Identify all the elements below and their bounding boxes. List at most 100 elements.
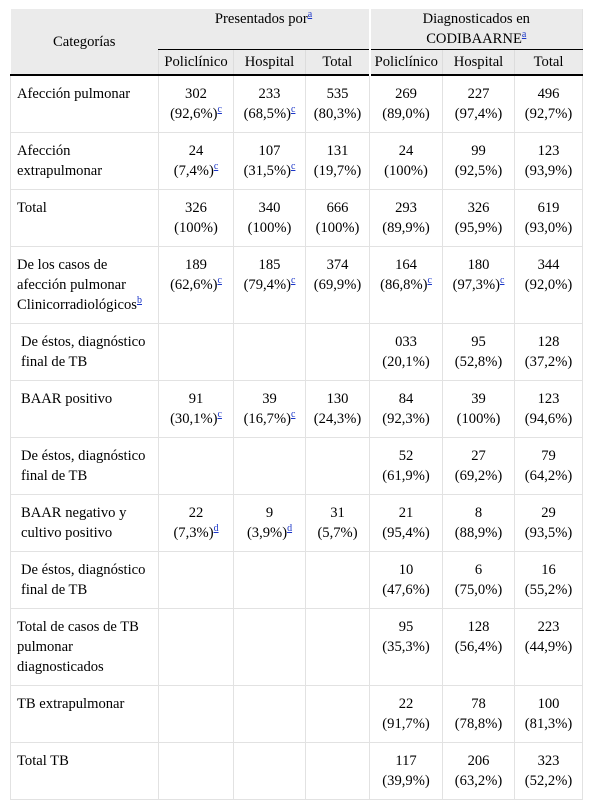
- footnote-link-c[interactable]: c: [213, 161, 219, 172]
- data-cell: 10 (47,6%): [369, 551, 443, 609]
- cell-count: 24: [398, 143, 414, 159]
- cell-count: 131: [326, 143, 349, 159]
- cell-percent: (37,2%): [524, 354, 573, 370]
- cell-percent: (100%): [315, 220, 360, 236]
- data-cell: 22 (7,3%)d: [158, 494, 234, 552]
- cell-percent: (80,3%): [313, 106, 362, 122]
- cell-count: 619: [537, 200, 560, 216]
- data-cell: [233, 742, 306, 800]
- cell-percent: (55,2%): [524, 582, 573, 598]
- data-cell: 6 (75,0%): [442, 551, 515, 609]
- subheader-hospital: Hospital: [442, 49, 515, 75]
- cell-count: 21: [398, 505, 414, 521]
- data-cell: 91 (30,1%)c: [158, 380, 234, 438]
- table-row: Total TB 117 (39,9%) 206 (63,2%) 323 (52,2%): [10, 742, 583, 800]
- data-cell: 16 (55,2%): [514, 551, 583, 609]
- cell-count: 130: [326, 391, 349, 407]
- row-label: Afección extrapulmonar: [10, 132, 159, 190]
- footnote-link-c[interactable]: c: [217, 275, 222, 286]
- cell-percent: (47,6%): [382, 582, 430, 598]
- cell-percent: (16,7%): [243, 411, 291, 427]
- row-label: Afección pulmonar: [10, 75, 159, 133]
- cell-count: 326: [185, 200, 207, 216]
- cell-count: 128: [467, 619, 490, 635]
- subheader-hospital: Hospital: [233, 49, 306, 75]
- row-label-text: BAAR positivo: [21, 391, 113, 407]
- cell-percent: (7,4%): [173, 163, 214, 179]
- cell-percent: (89,9%): [382, 220, 430, 236]
- footnote-link-c[interactable]: c: [290, 104, 296, 115]
- cell-percent: (100%): [247, 220, 292, 236]
- footnote-link-a[interactable]: a: [521, 29, 527, 40]
- data-cell: 95 (52,8%): [442, 323, 515, 381]
- data-cell: [304, 742, 370, 800]
- data-cell: [158, 608, 234, 686]
- data-cell: 535 (80,3%): [304, 75, 370, 133]
- cell-count: 16: [541, 562, 556, 578]
- cell-count: 227: [467, 86, 490, 102]
- data-cell: 123 (94,6%): [514, 380, 583, 438]
- data-cell: 39 (100%): [442, 380, 515, 438]
- cell-count: 323: [537, 753, 560, 769]
- cell-count: 185: [258, 257, 281, 273]
- footnote-link-a[interactable]: a: [307, 9, 313, 20]
- data-cell: [233, 551, 306, 609]
- cell-percent: (89,0%): [382, 106, 430, 122]
- data-cell: 326 (100%): [158, 189, 234, 247]
- footnote-link-c[interactable]: c: [217, 409, 222, 420]
- table-row: De éstos, diagnóstico final de TB 033 (20,…: [10, 323, 583, 381]
- footnote-link-c[interactable]: c: [290, 275, 296, 286]
- cell-percent: (62,6%): [170, 277, 218, 293]
- row-label-text: Afección extrapulmonar: [17, 143, 103, 179]
- data-cell: 180 (97,3%)c: [442, 246, 515, 324]
- footnote-link-c[interactable]: c: [217, 104, 222, 115]
- data-cell: 84 (92,3%): [369, 380, 443, 438]
- data-cell: [233, 608, 306, 686]
- cell-count: 52: [398, 448, 414, 464]
- cell-percent: (19,7%): [313, 163, 362, 179]
- subheader-total: Total: [514, 49, 583, 75]
- cell-percent: (100%): [384, 163, 428, 179]
- footnote-link-d[interactable]: d: [213, 523, 219, 534]
- cell-count: 206: [467, 753, 490, 769]
- data-cell: 117 (39,9%): [369, 742, 443, 800]
- footnote-link-c[interactable]: c: [500, 275, 505, 286]
- data-cell: [158, 437, 234, 495]
- data-cell: 79 (64,2%): [514, 437, 583, 495]
- row-label: Total TB: [10, 742, 159, 800]
- row-label: Total de casos de TB pulmonar diagnostic…: [10, 608, 159, 686]
- footnote-link-d[interactable]: d: [287, 523, 293, 534]
- footnote-link-b[interactable]: b: [136, 295, 142, 306]
- cell-percent: (92,3%): [382, 411, 430, 427]
- cell-percent: (88,9%): [454, 525, 503, 541]
- data-cell: 302 (92,6%)c: [158, 75, 234, 133]
- cell-count: 123: [537, 391, 560, 407]
- table-row: Afección pulmonar 302 (92,6%)c 233 (68,5%)c 5…: [10, 75, 583, 133]
- header-group-presentados: Presentados pora: [158, 9, 370, 50]
- data-cell: [158, 323, 234, 381]
- data-cell: 24 (7,4%)c: [158, 132, 234, 190]
- cell-percent: (81,3%): [524, 716, 573, 732]
- cell-count: 95: [398, 619, 414, 635]
- footnote-link-c[interactable]: c: [427, 275, 432, 286]
- cell-count: 344: [537, 257, 560, 273]
- cell-percent: (30,1%): [170, 411, 218, 427]
- cell-percent: (31,5%): [243, 163, 291, 179]
- cell-count: 374: [326, 257, 349, 273]
- footnote-link-c[interactable]: c: [290, 409, 296, 420]
- cell-count: 233: [258, 86, 281, 102]
- table-row: Total 326 (100%) 340 (100%) 666 (100%) 293 (89,9…: [10, 189, 583, 247]
- data-cell: 95 (35,3%): [369, 608, 443, 686]
- data-cell: [233, 685, 306, 743]
- row-label: TB extrapulmonar: [10, 685, 159, 743]
- row-label-text: De éstos, diagnóstico final de TB: [21, 448, 146, 484]
- cell-percent: (92,6%): [170, 106, 218, 122]
- cell-percent: (69,2%): [454, 468, 503, 484]
- cell-count: 22: [188, 505, 204, 521]
- cell-count: 164: [395, 257, 417, 273]
- data-cell: [233, 437, 306, 495]
- footnote-link-c[interactable]: c: [290, 161, 296, 172]
- cell-percent: (20,1%): [382, 354, 430, 370]
- cell-count: 535: [326, 86, 349, 102]
- cell-count: 27: [471, 448, 486, 464]
